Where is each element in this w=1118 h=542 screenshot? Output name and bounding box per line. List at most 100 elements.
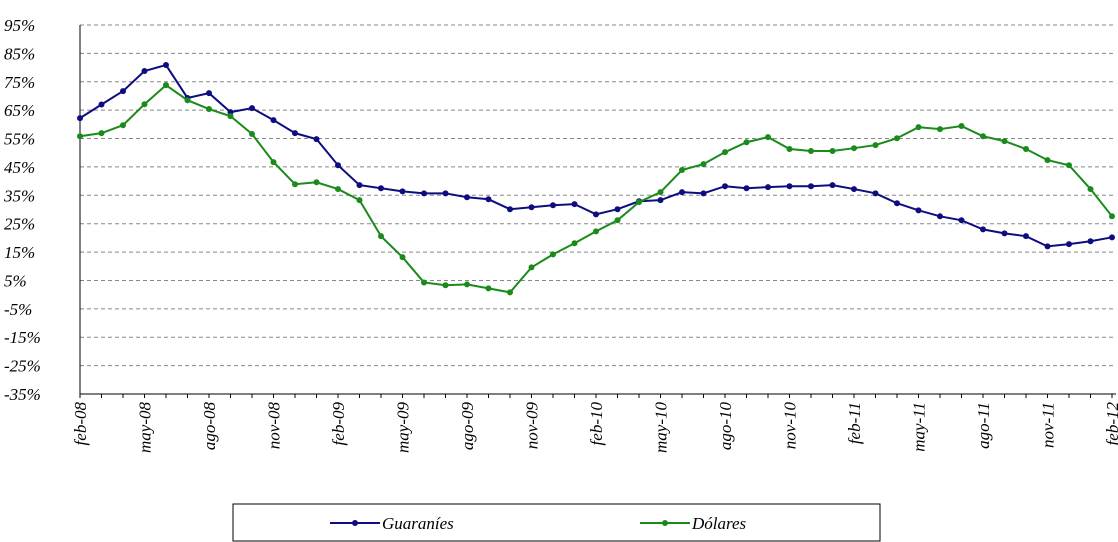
data-point <box>1023 146 1029 153</box>
data-point <box>528 264 535 271</box>
x-tick-label: ago-10 <box>716 402 735 451</box>
data-point <box>335 162 341 169</box>
x-tick-label: nov-11 <box>1039 402 1058 448</box>
data-point <box>872 142 879 149</box>
data-point <box>485 285 492 292</box>
y-tick-label: 85% <box>4 44 35 63</box>
data-point <box>98 130 105 137</box>
data-point <box>657 197 664 204</box>
y-tick-label: 95% <box>4 16 35 35</box>
y-tick-label: -5% <box>4 300 32 319</box>
data-point <box>507 289 513 296</box>
data-point <box>722 183 728 190</box>
data-point <box>593 228 599 235</box>
data-point <box>550 202 556 209</box>
data-point <box>1109 213 1115 220</box>
x-tick-label: ago-09 <box>458 402 477 451</box>
data-point <box>679 189 685 196</box>
data-point <box>1066 162 1072 169</box>
data-point <box>442 190 449 197</box>
y-tick-label: -15% <box>4 328 41 347</box>
data-point <box>249 105 255 112</box>
legend-label: Dólares <box>691 514 747 533</box>
data-point <box>614 217 621 224</box>
data-point <box>528 204 535 211</box>
y-tick-label: 35% <box>3 186 35 205</box>
data-point <box>507 206 513 213</box>
data-point <box>1001 138 1008 145</box>
data-point <box>872 190 879 197</box>
data-point <box>378 233 384 240</box>
x-tick-label: may-08 <box>136 402 155 453</box>
y-tick-label: -25% <box>4 357 41 376</box>
data-point <box>1023 233 1029 240</box>
x-tick-label: ago-11 <box>974 402 993 449</box>
y-tick-label: 75% <box>4 73 35 92</box>
data-point <box>786 146 793 153</box>
data-point <box>1109 234 1115 241</box>
data-point <box>765 184 771 191</box>
data-point <box>270 159 277 166</box>
data-point <box>829 148 836 155</box>
x-tick-label: ago-08 <box>200 402 219 451</box>
x-tick-label: nov-08 <box>265 402 284 450</box>
data-point <box>421 279 427 286</box>
data-point <box>743 139 750 146</box>
y-tick-label: 65% <box>4 101 35 120</box>
data-point <box>700 190 707 197</box>
data-point <box>292 130 298 137</box>
data-point <box>1066 241 1072 248</box>
x-tick-label: feb-12 <box>1103 402 1118 446</box>
data-point <box>700 161 707 168</box>
data-point <box>120 88 126 95</box>
data-point <box>292 181 298 188</box>
data-point <box>786 183 793 190</box>
data-point <box>829 182 836 189</box>
data-point <box>915 207 922 214</box>
data-point <box>249 130 255 137</box>
data-point <box>313 136 320 143</box>
data-point <box>206 106 212 113</box>
data-point <box>270 117 277 124</box>
data-point <box>206 90 212 97</box>
data-point <box>227 113 234 120</box>
data-point <box>1087 238 1094 245</box>
data-point <box>958 217 965 224</box>
data-point <box>1044 243 1051 250</box>
x-tick-label: nov-09 <box>523 402 542 450</box>
data-point <box>808 183 814 190</box>
data-point <box>464 194 470 201</box>
data-point <box>335 186 341 193</box>
data-point <box>464 281 470 288</box>
data-point <box>894 200 900 207</box>
data-point <box>485 196 492 203</box>
data-point <box>141 101 148 108</box>
data-point <box>356 182 363 189</box>
y-tick-label: 55% <box>4 130 35 149</box>
data-point <box>77 133 83 140</box>
data-point <box>593 211 599 218</box>
data-point <box>421 190 427 197</box>
data-point <box>356 197 363 204</box>
data-point <box>399 188 406 195</box>
y-tick-label: 5% <box>4 271 27 290</box>
data-point <box>679 167 685 174</box>
data-point <box>722 149 728 156</box>
data-point <box>657 189 664 196</box>
data-point <box>808 148 814 155</box>
data-point <box>399 254 406 261</box>
y-tick-label: 15% <box>4 243 35 262</box>
data-point <box>184 97 191 104</box>
data-point <box>851 145 857 152</box>
data-point <box>937 213 943 220</box>
data-point <box>915 124 922 131</box>
y-tick-label: 25% <box>4 215 35 234</box>
data-point <box>765 134 771 141</box>
x-tick-label: may-09 <box>394 402 413 453</box>
data-point <box>980 133 986 140</box>
data-point <box>1044 157 1051 164</box>
x-tick-label: feb-10 <box>587 402 606 446</box>
series-line <box>79 83 1113 294</box>
x-tick-label: feb-11 <box>845 402 864 444</box>
data-point <box>937 126 943 133</box>
